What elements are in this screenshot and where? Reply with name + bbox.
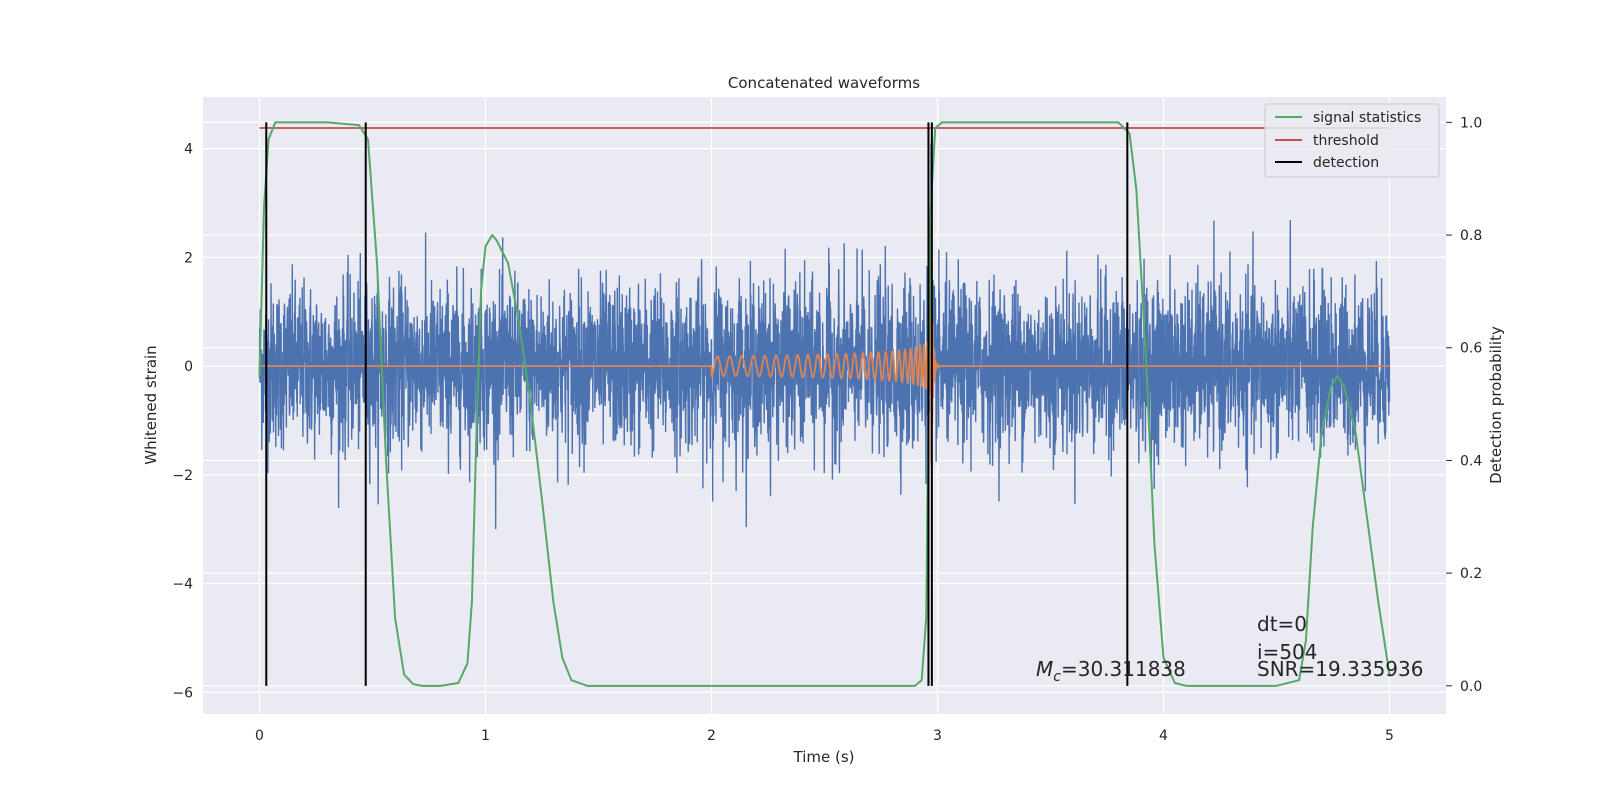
legend-label-detection: detection (1313, 155, 1379, 171)
y-left-tick-label: −2 (172, 468, 193, 484)
legend-label-threshold: threshold (1313, 133, 1379, 149)
template-line (259, 196, 1390, 467)
annotation-mc: Mc=30.311838 (1036, 657, 1186, 685)
x-tick-label: 3 (933, 728, 942, 744)
x-axis-label: Time (s) (793, 748, 855, 766)
x-tick-label: 1 (481, 728, 490, 744)
y-left-tick-label: −6 (172, 685, 193, 701)
annotation-i: i=504 (1257, 640, 1318, 664)
y-axis-label-left: Whitened strain (142, 345, 160, 464)
signal-statistics-line (258, 121, 1391, 687)
y-right-tick-label: 0.8 (1460, 228, 1482, 244)
y-left-tick-label: −4 (172, 577, 193, 593)
y-right-tick-label: 0.6 (1460, 341, 1482, 357)
x-tick-label: 0 (255, 728, 264, 744)
x-tick-label: 2 (707, 728, 716, 744)
y-left-tick-label: 2 (184, 250, 193, 266)
svg-text:Mc=30.311838: Mc=30.311838 (1036, 657, 1186, 685)
legend-label-signal-statistics: signal statistics (1313, 110, 1421, 126)
x-tick-label: 4 (1159, 728, 1168, 744)
annotation-dt: dt=0 (1257, 612, 1307, 636)
waveform-trace (259, 196, 1390, 467)
y-right-tick-label: 0.4 (1460, 453, 1482, 469)
legend-box (1264, 103, 1440, 178)
y-right-tick-label: 0.0 (1460, 679, 1482, 695)
y-right-tick-label: 0.2 (1460, 566, 1482, 582)
y-left-tick-label: 0 (184, 359, 193, 375)
y-left-tick-label: 4 (184, 142, 193, 158)
annotation-snr: SNR=19.335936 (1257, 657, 1423, 681)
y-right-tick-label: 1.0 (1460, 115, 1482, 131)
x-tick-label: 5 (1385, 728, 1394, 744)
legend: signal statistics threshold detection (1264, 103, 1440, 178)
chart-title: Concatenated waveforms (728, 74, 920, 92)
y-axis-label-right: Detection probability (1487, 326, 1505, 484)
